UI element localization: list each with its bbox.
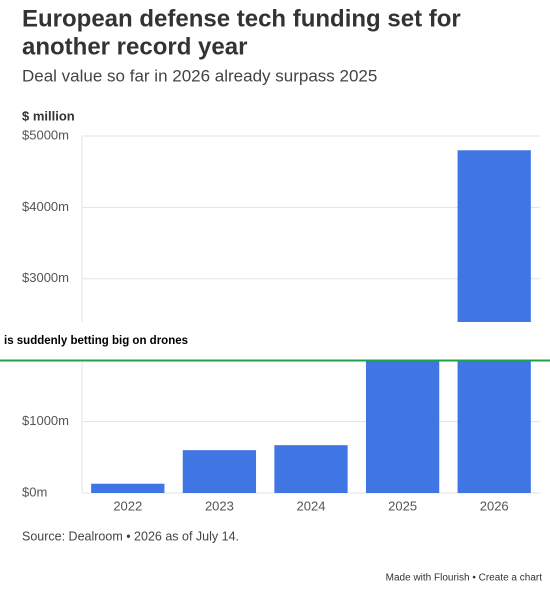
bar <box>91 483 165 493</box>
y-tick-label: $0m <box>22 484 47 499</box>
x-tick-label: 2025 <box>388 498 417 513</box>
y-axis-label: $ million <box>22 108 75 123</box>
chart-title: another record year <box>22 33 247 60</box>
bar <box>365 343 440 493</box>
x-tick-label: 2026 <box>480 498 509 513</box>
chart-subtitle: Deal value so far in 2026 already surpas… <box>22 66 377 85</box>
source: Source: Dealroom • 2026 as of July 14. <box>22 529 239 543</box>
y-tick-label: $5000m <box>22 127 69 142</box>
x-tick-label: 2024 <box>297 498 326 513</box>
credit-link[interactable]: Made with Flourish • Create a chart <box>386 573 543 584</box>
chart-title: European defense tech funding set for <box>22 5 461 32</box>
banner-background <box>0 322 550 360</box>
banner-text: is suddenly betting big on drones <box>4 335 188 347</box>
y-tick-label: $4000m <box>22 199 69 214</box>
y-tick-label: $3000m <box>22 270 69 285</box>
bar <box>182 450 257 493</box>
x-tick-label: 2023 <box>205 498 234 513</box>
y-tick-label: $1000m <box>22 413 69 428</box>
x-tick-label: 2022 <box>113 498 142 513</box>
bar <box>274 445 348 493</box>
bar <box>457 150 531 493</box>
